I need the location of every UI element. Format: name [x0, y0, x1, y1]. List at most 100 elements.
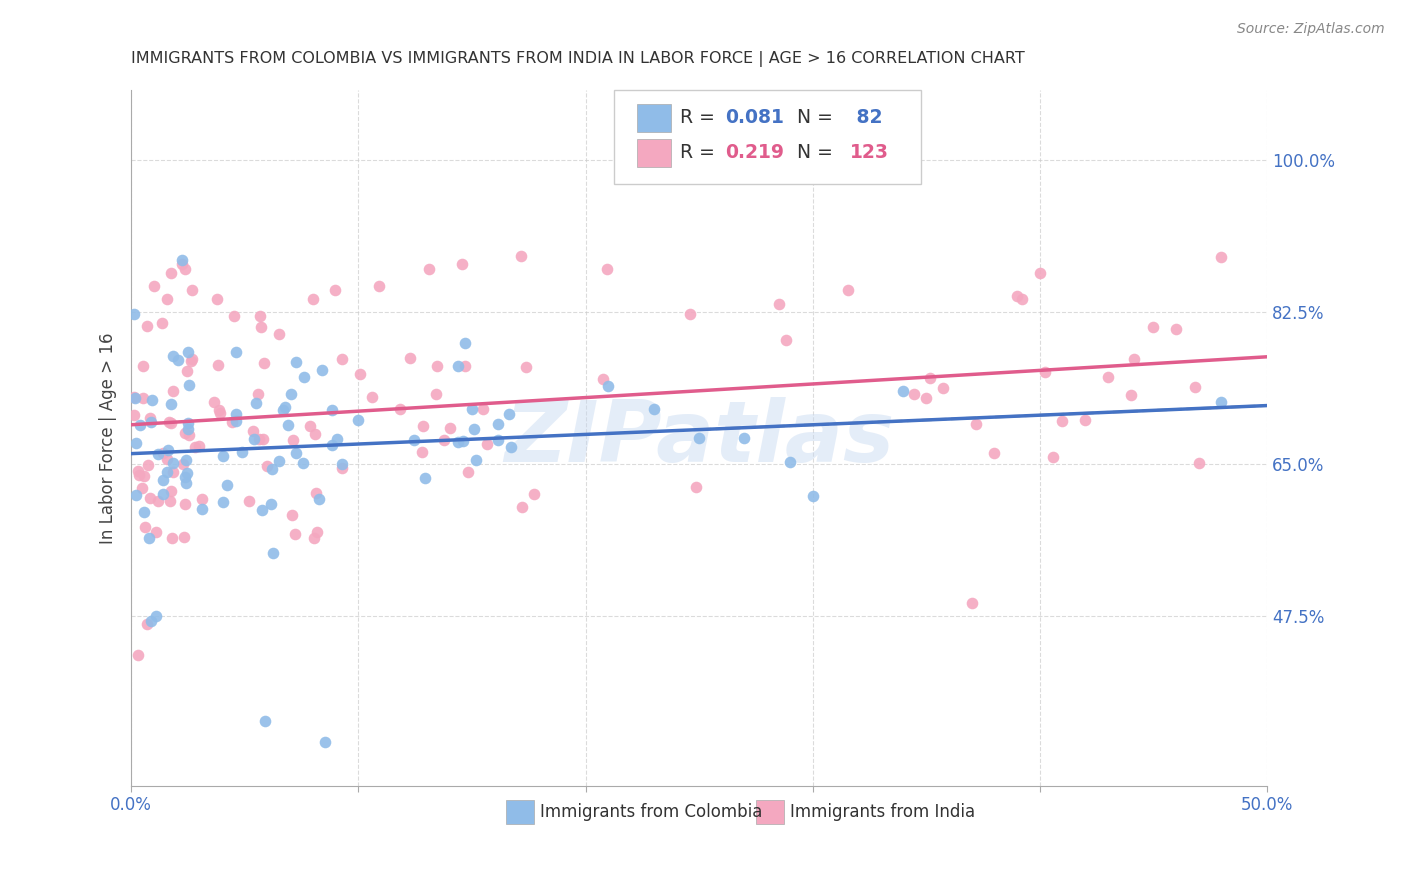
Point: [302, 292, 325, 306]
FancyBboxPatch shape: [637, 104, 671, 132]
Point: [177, 427, 200, 442]
Point: [122, 390, 145, 404]
Point: [471, 401, 494, 416]
Point: [132, 391, 155, 405]
Point: [176, 364, 198, 378]
Text: R =: R =: [679, 108, 721, 127]
Point: [775, 333, 797, 347]
Point: [162, 465, 184, 479]
Point: [1052, 414, 1074, 428]
Point: [446, 359, 468, 374]
Point: [152, 486, 174, 500]
Point: [305, 486, 328, 500]
Point: [184, 440, 207, 454]
Point: [1123, 351, 1146, 366]
Text: N =: N =: [786, 108, 839, 127]
Point: [252, 502, 274, 516]
Point: [425, 387, 447, 401]
Point: [598, 378, 620, 392]
Point: [349, 367, 371, 381]
Point: [225, 414, 247, 428]
Point: [643, 401, 665, 416]
Point: [148, 447, 170, 461]
Point: [779, 455, 801, 469]
Point: [1164, 322, 1187, 336]
Point: [173, 470, 195, 484]
Point: [145, 609, 167, 624]
Point: [172, 257, 194, 271]
Point: [252, 432, 274, 446]
Text: IMMIGRANTS FROM COLOMBIA VS IMMIGRANTS FROM INDIA IN LABOR FORCE | AGE > 16 CORR: IMMIGRANTS FROM COLOMBIA VS IMMIGRANTS F…: [131, 51, 1025, 67]
Point: [1211, 250, 1233, 264]
Point: [207, 358, 229, 372]
Point: [176, 467, 198, 481]
FancyBboxPatch shape: [614, 90, 921, 185]
Point: [247, 432, 270, 446]
Point: [188, 440, 211, 454]
Point: [260, 461, 283, 475]
Point: [122, 307, 145, 321]
Point: [159, 417, 181, 431]
Point: [893, 384, 915, 399]
Point: [433, 433, 456, 447]
Point: [326, 432, 349, 446]
Text: N =: N =: [786, 143, 839, 161]
Point: [245, 396, 267, 410]
Point: [176, 422, 198, 436]
Point: [1074, 412, 1097, 426]
Point: [457, 465, 479, 479]
Point: [292, 456, 315, 470]
Point: [1097, 370, 1119, 384]
Text: 123: 123: [851, 143, 889, 161]
Point: [523, 487, 546, 501]
Point: [173, 530, 195, 544]
Point: [238, 493, 260, 508]
Point: [143, 279, 166, 293]
Point: [159, 494, 181, 508]
Point: [157, 442, 180, 457]
Point: [177, 417, 200, 431]
Point: [180, 354, 202, 368]
Point: [132, 505, 155, 519]
Point: [679, 307, 702, 321]
Point: [903, 387, 925, 401]
FancyBboxPatch shape: [506, 799, 534, 824]
Text: 0.081: 0.081: [725, 108, 785, 127]
Point: [486, 433, 509, 447]
Point: [139, 415, 162, 429]
Point: [274, 401, 297, 415]
Point: [1011, 292, 1033, 306]
Point: [931, 381, 953, 395]
Point: [915, 391, 938, 405]
Point: [499, 440, 522, 454]
Point: [983, 446, 1005, 460]
Point: [311, 363, 333, 377]
Point: [685, 480, 707, 494]
Y-axis label: In Labor Force | Age > 16: In Labor Force | Age > 16: [100, 333, 117, 544]
Point: [412, 418, 434, 433]
Point: [298, 418, 321, 433]
Point: [280, 387, 302, 401]
Point: [172, 252, 194, 267]
Point: [122, 408, 145, 422]
Point: [181, 283, 204, 297]
Point: [330, 351, 353, 366]
Point: [1042, 450, 1064, 464]
Point: [131, 482, 153, 496]
Point: [411, 445, 433, 459]
Point: [128, 467, 150, 482]
Point: [129, 418, 152, 433]
Point: [191, 501, 214, 516]
Point: [498, 407, 520, 421]
Point: [454, 336, 477, 351]
Point: [447, 434, 470, 449]
Point: [225, 407, 247, 421]
Point: [451, 434, 474, 448]
Point: [125, 487, 148, 501]
Point: [486, 417, 509, 431]
Point: [136, 458, 159, 472]
Point: [138, 531, 160, 545]
Point: [960, 596, 983, 610]
Point: [734, 431, 756, 445]
Point: [138, 491, 160, 505]
